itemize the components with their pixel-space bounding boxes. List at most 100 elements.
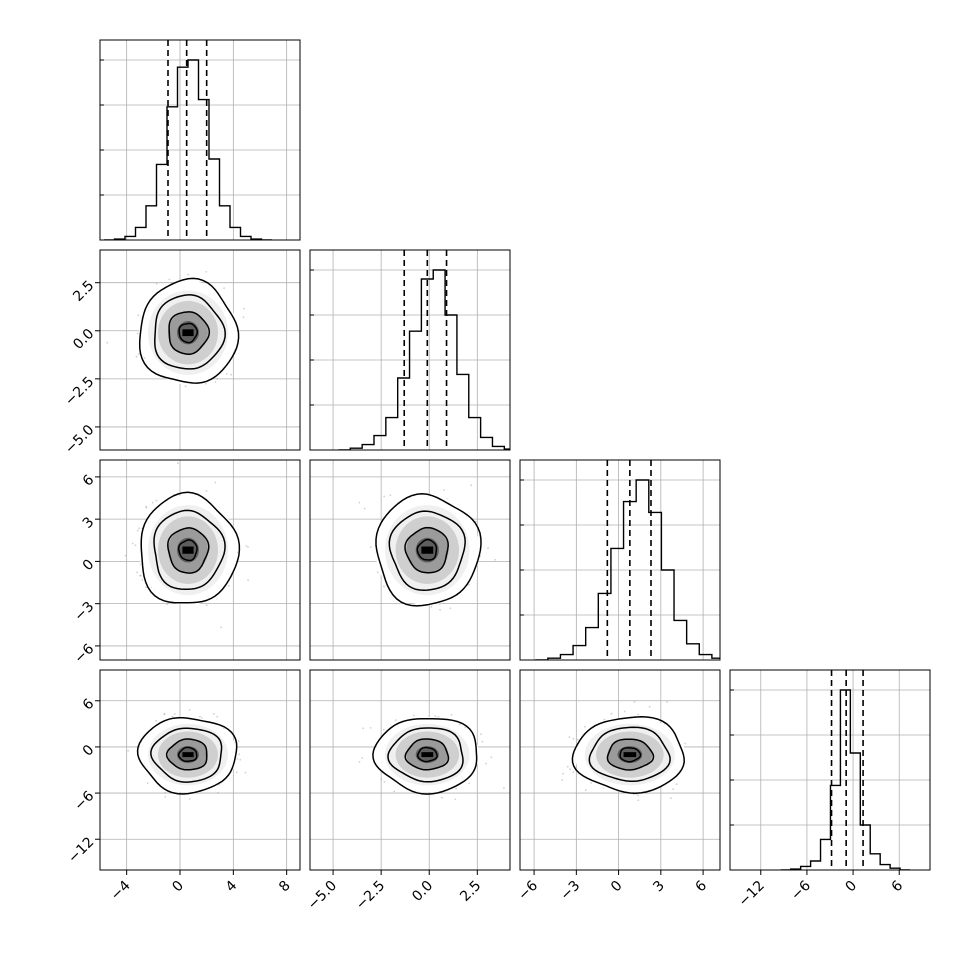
sample-point <box>143 357 146 359</box>
x-tick-label: 3 <box>650 878 668 896</box>
sample-point <box>163 713 166 715</box>
sample-point <box>383 780 386 783</box>
scatter-panel-2-3 <box>309 459 511 661</box>
sample-point <box>146 782 149 784</box>
panel-frame <box>309 459 511 661</box>
contour-line-4 <box>416 538 438 561</box>
sample-point <box>243 307 245 310</box>
sample-point <box>572 771 575 774</box>
x-tick-label: −6 <box>515 878 541 904</box>
sample-point <box>389 494 392 496</box>
contour-line-2 <box>388 510 466 591</box>
sample-point <box>362 727 365 730</box>
sample-point <box>468 782 471 785</box>
panel-content <box>124 462 250 629</box>
y-tick-label: 0 <box>80 556 98 574</box>
contour-line-3 <box>167 527 210 574</box>
sample-point <box>393 790 396 793</box>
y-tick-label: 3 <box>80 514 98 532</box>
sample-point <box>382 728 385 731</box>
x-tick-label: −12 <box>736 878 768 910</box>
sample-point <box>223 287 226 290</box>
sample-point <box>394 719 397 721</box>
panels: −5.0 −2.5 0.0 2.5 −6 −3 0 3 6 −12 −6 0 6 −4 0 4 8 −5.0 −2.… <box>62 39 931 913</box>
x-tick-label: −4 <box>108 878 134 904</box>
sample-point <box>637 794 640 797</box>
sample-point <box>637 799 640 802</box>
sample-point <box>134 544 137 547</box>
x-tick-label: −5.0 <box>305 878 340 913</box>
sample-point <box>245 545 248 547</box>
sample-point <box>205 382 207 385</box>
y-tick-label: −12 <box>65 834 97 866</box>
sample-point <box>490 756 493 759</box>
sample-point <box>450 713 453 716</box>
sample-point <box>151 501 154 504</box>
contour-line-3 <box>165 738 208 771</box>
panel-frame <box>519 459 721 661</box>
contour-line-1 <box>138 277 240 384</box>
sample-point <box>177 462 179 465</box>
sample-point <box>106 341 109 344</box>
sample-point <box>188 709 191 711</box>
sample-point <box>672 788 674 791</box>
scatter-panel-1-4 <box>99 669 301 871</box>
sample-point <box>164 796 167 798</box>
scatter-panel-2-4 <box>309 669 511 871</box>
x-tick-label: 4 <box>223 878 241 896</box>
sample-point <box>568 736 571 739</box>
sample-point <box>247 579 250 582</box>
y-tick-label: 0.0 <box>70 326 97 353</box>
sample-point <box>503 787 505 790</box>
contour-line-1 <box>372 718 478 795</box>
density-peak <box>421 546 434 554</box>
sample-point <box>383 495 386 498</box>
sample-point <box>168 278 171 281</box>
contour-line-1 <box>140 491 241 604</box>
sample-point <box>684 742 686 745</box>
panel-frame <box>99 249 301 451</box>
x-tick-label: 6 <box>889 878 907 896</box>
contour-line-4 <box>178 322 199 344</box>
sample-point <box>467 583 470 586</box>
y-tick-label: 0 <box>80 742 98 760</box>
sample-point <box>173 713 176 715</box>
sample-point <box>184 385 187 388</box>
sample-point <box>633 701 636 703</box>
histogram-panel-4 <box>729 669 931 871</box>
sample-point <box>464 726 467 729</box>
density-peak <box>182 329 194 337</box>
sample-point <box>225 373 228 375</box>
sample-point <box>217 792 220 794</box>
sample-point <box>141 579 144 581</box>
sample-point <box>623 710 626 713</box>
contour-line-2 <box>387 727 464 783</box>
sample-point <box>561 779 563 781</box>
sample-point <box>138 527 140 530</box>
scatter-panel-3-4 <box>519 669 721 871</box>
sample-point <box>139 574 141 577</box>
sample-point <box>363 507 366 510</box>
y-tick-label: 6 <box>80 696 98 714</box>
sample-point <box>140 574 142 577</box>
x-tick-label: 8 <box>276 878 294 896</box>
sample-point <box>590 782 592 784</box>
sample-point <box>227 584 230 587</box>
sample-point <box>145 505 148 508</box>
panel-content <box>106 271 245 388</box>
contour-line-3 <box>606 738 655 771</box>
sample-point <box>166 603 169 606</box>
x-tick-label: 0 <box>169 878 187 896</box>
histogram-panel-3 <box>519 459 721 661</box>
sample-point <box>666 701 668 703</box>
sample-point <box>576 738 579 741</box>
histogram-panel-1 <box>99 39 301 241</box>
sample-point <box>566 765 569 768</box>
sample-point <box>136 571 139 574</box>
sample-point <box>216 378 219 380</box>
sample-point <box>236 758 239 760</box>
contour-line-2 <box>150 727 223 783</box>
panel-frame <box>99 669 301 871</box>
sample-point <box>205 604 208 607</box>
x-tick-label: 6 <box>693 878 711 896</box>
